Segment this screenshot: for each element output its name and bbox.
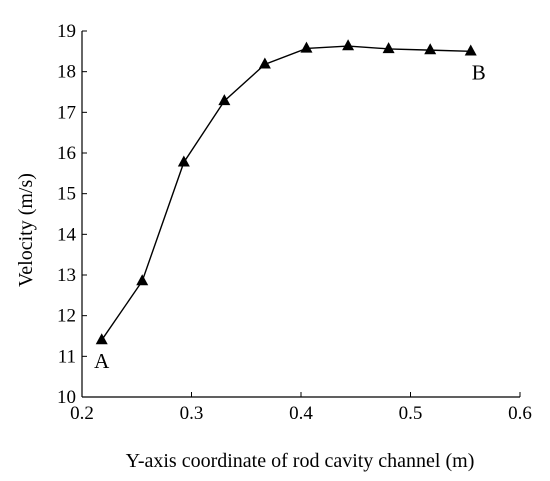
data-point	[136, 274, 149, 286]
x-tick-label: 0.5	[399, 403, 423, 424]
series-layer	[95, 39, 477, 345]
y-tick-label: 15	[57, 184, 76, 205]
data-point	[218, 94, 231, 106]
y-tick-label: 18	[57, 62, 76, 83]
y-tick-label: 10	[57, 387, 76, 408]
x-tick-label: 0.3	[180, 403, 204, 424]
y-tick-label: 14	[57, 224, 77, 245]
x-tick-label: 0.2	[70, 403, 94, 424]
data-point	[424, 43, 437, 55]
data-point	[382, 42, 395, 54]
annotation-layer: AB	[94, 60, 486, 373]
data-point	[177, 155, 190, 167]
data-point	[342, 39, 355, 51]
data-point	[464, 44, 477, 56]
y-axis-title: Velocity (m/s)	[15, 173, 37, 287]
data-point	[258, 57, 271, 69]
point-annotation: A	[94, 349, 110, 373]
y-tick-label: 19	[57, 21, 76, 42]
y-tick-label: 11	[58, 346, 76, 367]
x-axis-title: Y-axis coordinate of rod cavity channel …	[126, 450, 475, 472]
data-point	[300, 41, 313, 53]
y-tick-label: 17	[57, 102, 76, 123]
point-annotation: B	[472, 60, 486, 84]
y-tick-label: 13	[57, 265, 76, 286]
axes: 10 11 12 13 14 15 16 17 18 19 0.2 0.3 0.4 0.5 0.6	[57, 21, 532, 424]
data-point	[95, 333, 108, 345]
y-tick-label: 12	[57, 306, 76, 327]
x-tick-label: 0.6	[508, 403, 532, 424]
x-tick-label: 0.4	[289, 403, 313, 424]
y-tick-label: 16	[57, 143, 76, 164]
series-line	[101, 45, 471, 341]
